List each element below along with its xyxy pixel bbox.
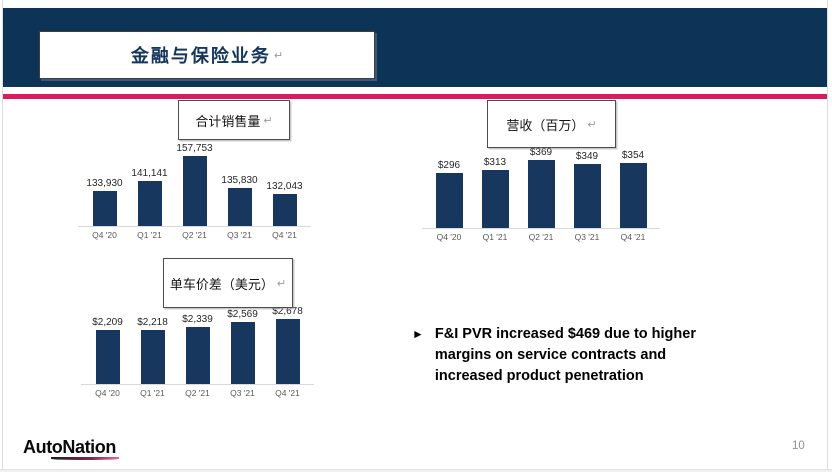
bar-group: 157,753 [172, 142, 217, 226]
bar-value-label: $2,569 [227, 309, 258, 320]
bar-value-label: $369 [529, 147, 553, 158]
category-label: Q1 '21 [482, 232, 508, 242]
category-axis: Q4 '20 Q1 '21 Q2 '21 Q3 '21 Q4 '21 [82, 227, 307, 240]
slide-title: 金融与保险业务 [130, 46, 271, 67]
bar-group: $2,218 [130, 302, 175, 384]
bar-chart-total-sales: 133,930 141,141 157,753 135,830 132,043 Q4 '… [78, 142, 311, 240]
accent-bar [3, 94, 827, 99]
chart-title-box-revenue: 营收（百万） ↵ [487, 100, 616, 148]
bar-value-label: $313 [483, 157, 507, 168]
paragraph-return-mark: ↵ [263, 114, 273, 127]
bar-group: 141,141 [127, 142, 172, 226]
bar [92, 191, 117, 226]
x-axis-line [422, 228, 660, 229]
category-label: Q4 '20 [436, 232, 462, 242]
category-label: Q4 '21 [620, 232, 646, 242]
category-label: Q2 '21 [528, 232, 554, 242]
bar-group: 133,930 [82, 142, 127, 226]
category-label: Q2 '21 [185, 388, 210, 398]
bar [230, 322, 255, 384]
category-label: Q3 '21 [230, 388, 255, 398]
category-axis: Q4 '20 Q1 '21 Q2 '21 Q3 '21 Q4 '21 [85, 385, 310, 398]
category-label: Q4 '20 [92, 230, 117, 240]
category-label: Q4 '20 [95, 388, 120, 398]
bar [140, 330, 165, 384]
category-label: Q1 '21 [140, 388, 165, 398]
bar-group: $2,339 [175, 302, 220, 384]
autonation-logo-text: AutoNation [23, 437, 116, 457]
category-label: Q3 '21 [227, 230, 252, 240]
bar [272, 194, 297, 226]
bar [435, 173, 463, 228]
paragraph-return-mark: ↵ [276, 277, 287, 290]
bar-group: $2,569 [220, 302, 265, 384]
logo-underline-swoosh [51, 457, 119, 460]
category-label: Q4 '21 [275, 388, 300, 398]
bar [227, 188, 252, 226]
bar [619, 163, 647, 228]
page-bottom-edge [0, 469, 832, 472]
bar-group: $2,209 [85, 302, 130, 384]
bar [275, 319, 300, 384]
bar-group: 132,043 [262, 142, 307, 226]
category-axis: Q4 '20 Q1 '21 Q2 '21 Q3 '21 Q4 '21 [426, 229, 656, 242]
bullet-text: F&I PVR increased $469 due to higher mar… [434, 326, 696, 384]
category-label: Q1 '21 [137, 230, 162, 240]
bar-value-label: $349 [575, 151, 599, 162]
chart-title-total-sales: 合计销售量 [195, 113, 261, 129]
bar-value-label: 135,830 [221, 175, 258, 186]
chart-title-box-total-sales: 合计销售量 ↵ [178, 100, 290, 140]
bar-group: $369 [518, 144, 564, 228]
bar-value-label: 141,141 [131, 168, 168, 179]
bullet-arrow-icon: ► [412, 327, 424, 341]
bar-group: $2,678 [265, 302, 310, 384]
page-number: 10 [792, 440, 805, 452]
paragraph-return-mark: ↵ [273, 49, 284, 62]
bar-value-label: $2,218 [137, 317, 168, 328]
bar-group: $296 [426, 144, 472, 228]
bar-group: $313 [472, 144, 518, 228]
category-label: Q3 '21 [574, 232, 600, 242]
bar-group: $354 [610, 144, 656, 228]
bar-value-label: $354 [621, 150, 645, 161]
plot-area: 133,930 141,141 157,753 135,830 132,043 [82, 142, 307, 226]
bar-value-label: 157,753 [176, 143, 213, 154]
chart-title-box-pvr: 单车价差（美元） ↵ [163, 258, 293, 308]
chart-title-pvr: 单车价差（美元） [169, 276, 274, 292]
bar [573, 164, 601, 228]
bar-chart-pvr: $2,209 $2,218 $2,339 $2,569 $2,678 Q4 '20 Q1 … [81, 302, 314, 398]
slide-title-box: 金融与保险业务 ↵ [39, 31, 375, 79]
bar-value-label: $2,339 [182, 314, 213, 325]
bar-group: $349 [564, 144, 610, 228]
bar-value-label: $2,678 [272, 306, 303, 317]
category-label: Q2 '21 [182, 230, 207, 240]
bar-value-label: $296 [437, 160, 461, 171]
bar-value-label: 132,043 [266, 181, 303, 192]
plot-area: $296 $313 $369 $349 $354 [426, 144, 656, 228]
bar-chart-revenue: $296 $313 $369 $349 $354 Q4 '20 Q1 '21 Q2 '21 Q… [422, 144, 660, 242]
bar [481, 170, 509, 228]
x-axis-line [81, 384, 314, 385]
x-axis-line [78, 226, 311, 227]
bar [182, 156, 207, 226]
bar [95, 330, 120, 384]
page-right-edge [827, 0, 828, 469]
bar-value-label: 133,930 [86, 178, 123, 189]
bar [185, 327, 210, 384]
bar [527, 160, 555, 228]
paragraph-return-mark: ↵ [587, 118, 597, 131]
plot-area: $2,209 $2,218 $2,339 $2,569 $2,678 [85, 302, 310, 384]
bar-group: 135,830 [217, 142, 262, 226]
chart-title-revenue: 营收（百万） [506, 117, 585, 133]
bar-value-label: $2,209 [92, 317, 123, 328]
category-label: Q4 '21 [272, 230, 297, 240]
bar [137, 181, 162, 226]
autonation-logo: AutoNation [23, 437, 133, 461]
page-left-edge [2, 0, 3, 469]
bullet-item: ► F&I PVR increased $469 due to higher m… [412, 324, 742, 387]
